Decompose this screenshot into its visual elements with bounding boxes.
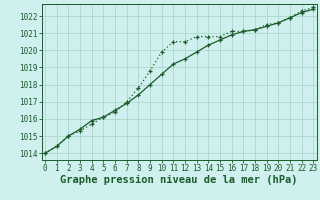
X-axis label: Graphe pression niveau de la mer (hPa): Graphe pression niveau de la mer (hPa) [60, 175, 298, 185]
